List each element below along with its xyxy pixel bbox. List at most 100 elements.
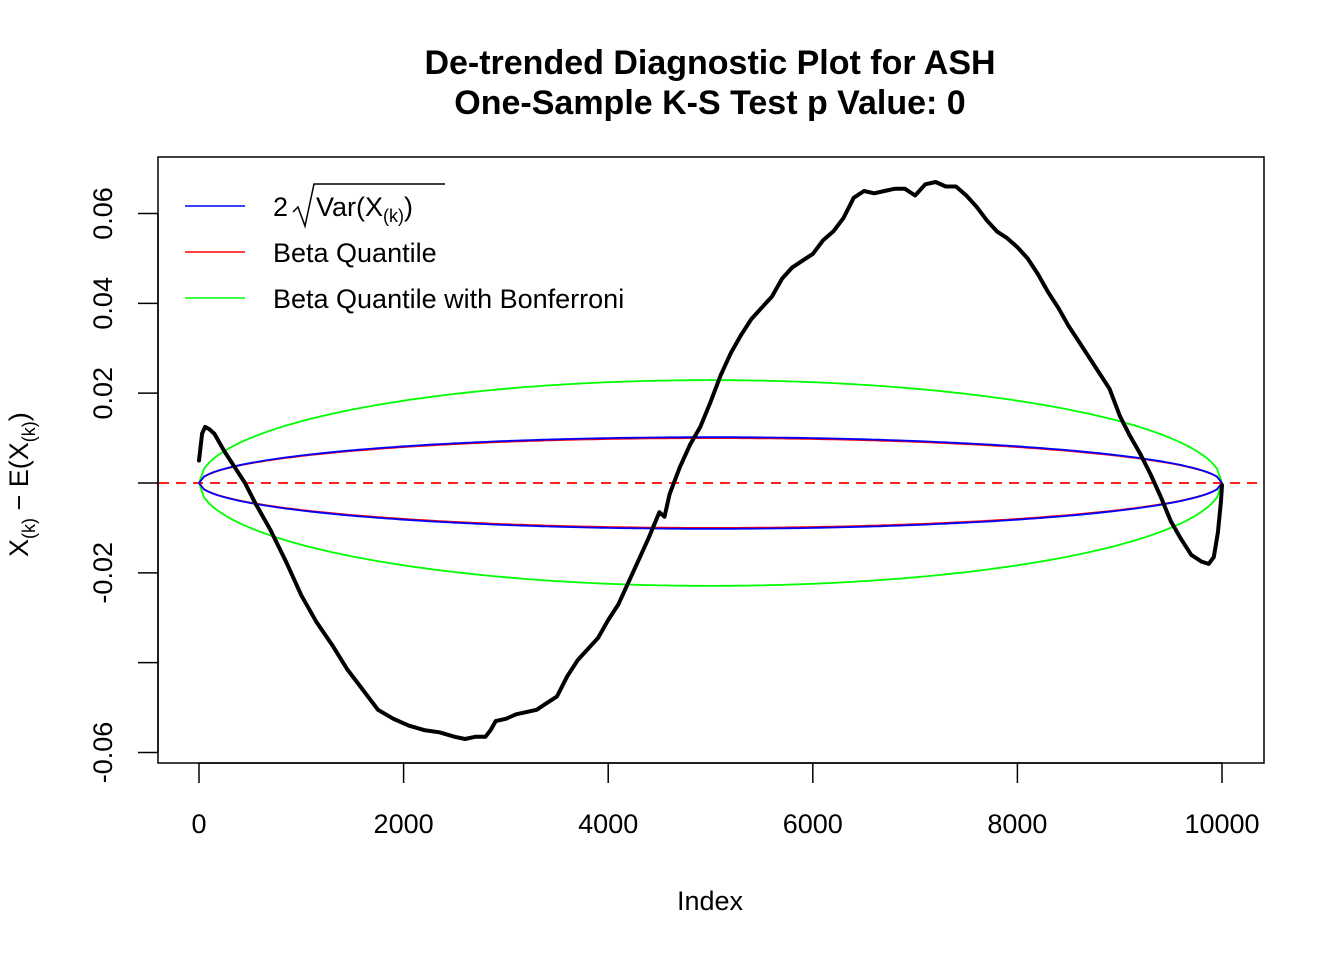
y-axis-label: X(k) − E(X(k)) bbox=[4, 412, 39, 557]
data-point bbox=[1107, 386, 1112, 391]
y-tick-label: 0.06 bbox=[88, 187, 118, 240]
data-point bbox=[330, 642, 334, 647]
y-tick-label: -0.02 bbox=[88, 542, 118, 604]
y-axis-label-x: X bbox=[4, 539, 34, 557]
data-point bbox=[222, 449, 227, 454]
data-point bbox=[1087, 355, 1091, 360]
data-point bbox=[493, 719, 498, 723]
data-point bbox=[1056, 306, 1061, 310]
data-point bbox=[1206, 562, 1211, 566]
data-point bbox=[212, 431, 217, 436]
data-point bbox=[314, 620, 319, 625]
data-point bbox=[534, 708, 539, 712]
data-point bbox=[678, 465, 682, 470]
data-point bbox=[800, 258, 805, 263]
data-point bbox=[422, 728, 426, 732]
data-point bbox=[1148, 472, 1153, 476]
data-point bbox=[913, 193, 917, 198]
variance-band-lower bbox=[198, 482, 1223, 530]
data-point bbox=[872, 191, 876, 196]
data-point bbox=[729, 350, 733, 355]
data-point bbox=[200, 431, 204, 436]
y-tick-label: -0.06 bbox=[88, 722, 118, 784]
data-point bbox=[662, 514, 667, 519]
legend-label-variance-body: Var(X(k)) bbox=[316, 192, 413, 226]
data-point bbox=[821, 238, 825, 243]
data-point bbox=[524, 710, 529, 714]
data-point bbox=[488, 728, 493, 732]
x-tick-label: 10000 bbox=[1184, 809, 1259, 839]
variance-band-upper bbox=[198, 436, 1223, 484]
data-point bbox=[1066, 324, 1071, 328]
x-tick-label: 0 bbox=[191, 809, 206, 839]
chart-subtitle: One-Sample K-S Test p Value: 0 bbox=[454, 84, 965, 122]
y-tick-label-group: -0.06 bbox=[88, 722, 118, 784]
data-point bbox=[483, 735, 488, 739]
data-point bbox=[831, 229, 836, 234]
y-axis-label-minus: − bbox=[4, 487, 34, 518]
data-point bbox=[391, 717, 396, 721]
data-point bbox=[437, 730, 442, 735]
x-axis: 0 2000 4000 6000 8000 10000 bbox=[191, 762, 1260, 839]
data-point bbox=[1158, 494, 1163, 499]
y-tick-label: 0.02 bbox=[88, 367, 118, 420]
data-point bbox=[406, 723, 411, 728]
x-tick-label: 4000 bbox=[578, 809, 638, 839]
data-point bbox=[1025, 256, 1030, 261]
data-point bbox=[243, 481, 247, 485]
plot-area bbox=[159, 180, 1263, 741]
data-point bbox=[253, 501, 258, 506]
data-point bbox=[647, 535, 651, 539]
data-point bbox=[463, 737, 467, 741]
legend-variance-close: ) bbox=[404, 192, 413, 222]
data-point bbox=[862, 189, 866, 193]
legend-label-variance: 2 bbox=[273, 192, 288, 222]
data-point bbox=[1015, 245, 1020, 249]
data-point bbox=[964, 193, 969, 198]
y-tick-label-group: 0.02 bbox=[88, 367, 118, 420]
data-point bbox=[708, 400, 713, 404]
data-point bbox=[841, 216, 846, 220]
data-point bbox=[1220, 483, 1224, 488]
data-point bbox=[1138, 452, 1142, 456]
data-point bbox=[759, 306, 764, 310]
data-point bbox=[360, 687, 365, 692]
data-point bbox=[749, 317, 754, 321]
legend-variance-prefix: 2 bbox=[273, 192, 288, 222]
y-tick-label: 0.04 bbox=[88, 277, 118, 330]
legend-label-beta-quantile: Beta Quantile bbox=[273, 238, 437, 268]
data-point bbox=[811, 252, 815, 256]
x-tick-label: 8000 bbox=[987, 809, 1047, 839]
data-point bbox=[268, 528, 273, 532]
data-point bbox=[453, 735, 457, 739]
y-tick-label-group: 0.06 bbox=[88, 187, 118, 240]
data-point bbox=[718, 373, 723, 378]
data-point bbox=[698, 425, 703, 429]
data-point bbox=[606, 618, 610, 622]
data-point bbox=[882, 189, 887, 193]
data-point bbox=[903, 187, 907, 191]
data-point bbox=[585, 647, 590, 651]
data-point bbox=[1179, 537, 1183, 541]
beta-quantile-band-lower bbox=[198, 482, 1223, 529]
data-point bbox=[892, 187, 897, 191]
data-point bbox=[504, 717, 508, 721]
svg-text:X(k) − E(X(k)): X(k) − E(X(k)) bbox=[4, 412, 39, 557]
data-point bbox=[197, 458, 201, 463]
legend-label-bonferroni: Beta Quantile with Bonferroni bbox=[273, 284, 624, 314]
data-point bbox=[1216, 530, 1220, 535]
data-point bbox=[739, 333, 743, 337]
x-tick-label: 2000 bbox=[374, 809, 434, 839]
data-point bbox=[1005, 236, 1009, 240]
data-point bbox=[1169, 519, 1173, 523]
data-point bbox=[284, 559, 288, 564]
data-point bbox=[1046, 290, 1050, 294]
data-point bbox=[637, 557, 641, 562]
data-point bbox=[944, 184, 948, 189]
data-point bbox=[1128, 434, 1132, 438]
bonferroni-band-lower bbox=[198, 482, 1223, 587]
data-point bbox=[780, 276, 784, 281]
data-point bbox=[1117, 413, 1122, 418]
data-point bbox=[923, 182, 928, 187]
